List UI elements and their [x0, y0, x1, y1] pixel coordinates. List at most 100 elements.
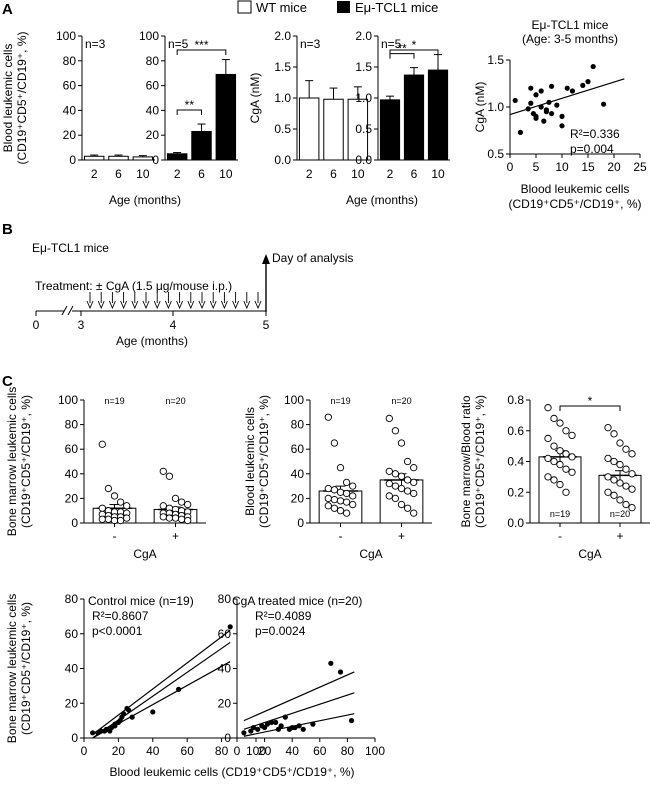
data-point [342, 498, 351, 506]
sample-size: n=20 [165, 396, 185, 406]
y-tick-label: 40 [146, 103, 160, 117]
timeline-xlabel: Age (months) [116, 334, 188, 348]
treatment-arrowhead [220, 300, 228, 310]
y-tick-label: 80 [146, 54, 160, 68]
data-point [273, 719, 279, 725]
y-tick-label: 80 [63, 54, 77, 68]
data-point [248, 728, 254, 734]
x-tick-label: 40 [286, 744, 300, 758]
chart-title: CgA treated mice (n=20) [232, 594, 362, 608]
data-point [110, 516, 119, 525]
x-tick-label: 60 [181, 744, 195, 758]
panel-a-xlabel-2: Age (months) [346, 193, 418, 207]
data-point [562, 465, 570, 473]
sample-size: n=19 [104, 396, 124, 406]
y-tick-label: 80 [291, 418, 305, 432]
data-point [336, 497, 345, 505]
data-point [391, 427, 400, 435]
x-tick-label: 20 [258, 744, 272, 758]
data-point [543, 109, 550, 115]
y-tick-label: 40 [65, 662, 79, 676]
data-point [604, 473, 612, 481]
chart-a-correlation: 0.5 1.0 1.5 0 5 10 15 20 25 Eμ-TCL1 mice(Age: 3-5… [473, 18, 647, 211]
x-tick-label: 0 [507, 160, 514, 174]
y-tick-label: 0.4 [507, 455, 524, 469]
data-point [268, 719, 275, 725]
timeline-break-2 [67, 305, 74, 316]
data-point [184, 516, 192, 525]
data-point [568, 468, 576, 476]
y-tick-label: 60 [291, 442, 305, 456]
y-axis-label: Bone marrow leukemic cells [5, 387, 19, 536]
data-point [292, 724, 298, 731]
data-point [159, 502, 167, 510]
data-point [275, 726, 281, 732]
data-point [562, 488, 570, 496]
data-point [403, 504, 412, 512]
data-point [90, 730, 96, 736]
chart-title: Eμ-TCL1 mice [532, 18, 609, 32]
data-point [104, 515, 113, 523]
y-tick-label: 0.5 [487, 147, 504, 161]
x-tick-label: - [339, 529, 343, 543]
data-point [549, 83, 555, 89]
data-point [410, 509, 418, 517]
data-point [517, 129, 524, 135]
legend-label-tcl1: Eμ-TCL1 mice [355, 0, 438, 15]
data-point [622, 500, 630, 509]
data-point [336, 488, 345, 496]
y-tick-label: 100 [58, 393, 78, 407]
y-tick-label: 40 [63, 103, 77, 117]
bar [166, 153, 188, 161]
significance-label: ** [397, 42, 407, 56]
bar [215, 73, 237, 161]
bar [132, 156, 154, 161]
x-tick-label: 0 [234, 744, 241, 758]
data-point [533, 92, 539, 98]
y-axis-label: Blood leukemic cells [1, 44, 15, 153]
y-tick-label: 40 [65, 467, 79, 481]
y-tick-label: 0 [71, 731, 78, 745]
data-point [403, 476, 412, 484]
y-tick-label: 1.5 [355, 60, 372, 74]
y-tick-label: 60 [218, 627, 232, 641]
y-tick-label: 0.5 [355, 122, 372, 136]
data-point [556, 480, 564, 489]
significance-bracket [559, 405, 621, 411]
treatment-arrowhead [164, 300, 172, 310]
data-point [410, 478, 418, 487]
stats-label: p=0.0024 [255, 624, 306, 638]
legend: WT mice Eμ-TCL1 mice [237, 0, 438, 15]
data-point [385, 414, 393, 423]
data-point [622, 445, 630, 453]
data-point [512, 97, 518, 104]
y-axis-label: (CD19⁺CD5⁺/CD19⁺, %) [473, 395, 487, 528]
y-tick-label: 20 [218, 696, 232, 710]
data-point [616, 496, 624, 504]
data-point [171, 494, 180, 503]
timeline-tick-label: 3 [78, 318, 85, 332]
y-tick-label: 20 [146, 128, 160, 142]
panel-label-c: C [2, 373, 13, 390]
y-axis-label: CgA (nM) [248, 73, 262, 124]
data-point [336, 463, 345, 472]
x-tick-label: 10 [219, 167, 233, 181]
data-point [525, 106, 531, 112]
y-tick-label: 100 [284, 393, 304, 407]
x-tick-label: 80 [215, 744, 229, 758]
treatment-arrowhead [120, 300, 128, 310]
bar [298, 97, 320, 161]
y-tick-label: 0 [297, 516, 304, 530]
data-point [397, 472, 406, 480]
data-point [184, 500, 192, 509]
panel-a-xlabel: Age (months) [109, 193, 181, 207]
y-tick-label: 1.0 [274, 91, 291, 105]
data-point [349, 492, 357, 500]
treatment-arrowhead [176, 300, 184, 310]
x-tick-label: - [113, 529, 117, 543]
data-point [391, 494, 400, 503]
y-axis-label: Bone marrow leukemic cells [5, 594, 19, 743]
data-point [616, 439, 624, 447]
y-tick-label: 20 [63, 128, 77, 142]
data-point [330, 439, 339, 447]
